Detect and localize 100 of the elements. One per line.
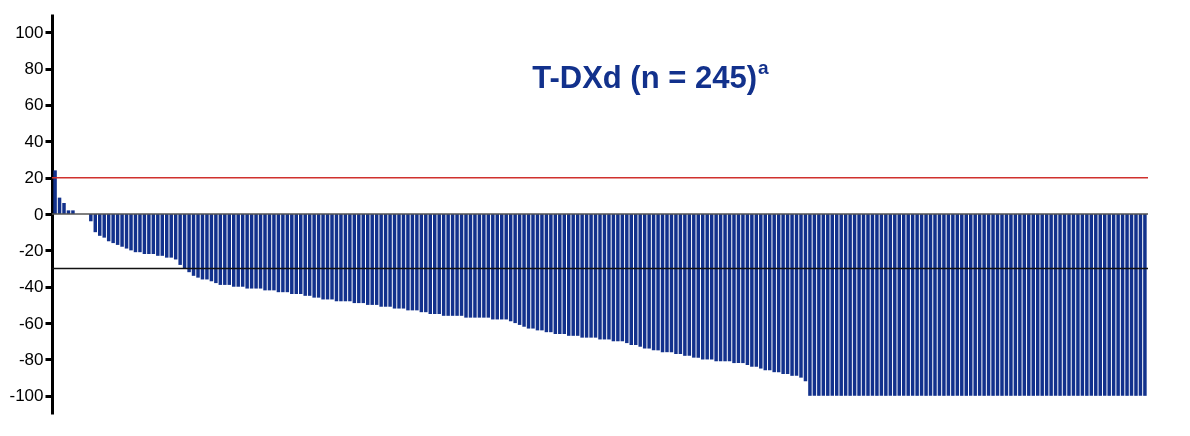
bar bbox=[571, 214, 575, 336]
y-tick-label: 100 bbox=[15, 22, 44, 42]
bar bbox=[1058, 214, 1062, 396]
bar bbox=[589, 214, 593, 338]
bar bbox=[817, 214, 821, 396]
bar bbox=[906, 214, 910, 396]
bar bbox=[397, 214, 401, 309]
y-tick-label: 80 bbox=[24, 59, 44, 79]
bar bbox=[1067, 214, 1071, 396]
bar bbox=[236, 214, 240, 287]
bar bbox=[558, 214, 562, 334]
bar bbox=[290, 214, 294, 294]
bar bbox=[616, 214, 620, 342]
bar bbox=[455, 214, 459, 316]
bar bbox=[647, 214, 651, 349]
bar bbox=[1134, 214, 1138, 396]
bar bbox=[388, 214, 392, 307]
bar bbox=[321, 214, 325, 300]
y-tick-label: 20 bbox=[24, 168, 44, 188]
bar bbox=[312, 214, 316, 298]
bar bbox=[53, 170, 57, 214]
y-tick-label: -60 bbox=[18, 313, 44, 333]
bar bbox=[714, 214, 718, 362]
y-tick-label: 60 bbox=[24, 95, 44, 115]
y-tick-label: -80 bbox=[18, 349, 44, 369]
bar bbox=[178, 214, 182, 265]
bar bbox=[781, 214, 785, 374]
bar bbox=[598, 214, 602, 340]
bar bbox=[120, 214, 124, 247]
bar bbox=[884, 214, 888, 396]
bar bbox=[245, 214, 249, 289]
y-tick-label: -100 bbox=[9, 386, 44, 406]
bar bbox=[1040, 214, 1044, 396]
bar bbox=[638, 214, 642, 347]
y-tick-label: -20 bbox=[18, 240, 44, 260]
bar bbox=[973, 214, 977, 396]
bar bbox=[991, 214, 995, 396]
bar bbox=[875, 214, 879, 396]
bar bbox=[205, 214, 209, 280]
bar bbox=[790, 214, 794, 376]
bar bbox=[406, 214, 410, 311]
bar bbox=[281, 214, 285, 293]
bar bbox=[866, 214, 870, 396]
bar bbox=[214, 214, 218, 284]
bar bbox=[674, 214, 678, 354]
bar bbox=[857, 214, 861, 396]
bar bbox=[357, 214, 361, 304]
y-tick-label: 40 bbox=[24, 131, 44, 151]
bar bbox=[223, 214, 227, 285]
bar bbox=[156, 214, 160, 256]
bar bbox=[1000, 214, 1004, 396]
y-tick-label: 0 bbox=[34, 204, 44, 224]
bar bbox=[379, 214, 383, 307]
bar bbox=[370, 214, 374, 305]
bar bbox=[799, 214, 803, 378]
bar bbox=[464, 214, 468, 318]
bar bbox=[1107, 214, 1111, 396]
bar bbox=[415, 214, 419, 311]
bar bbox=[1094, 214, 1098, 396]
bar bbox=[330, 214, 334, 300]
bar bbox=[656, 214, 660, 351]
bar bbox=[1009, 214, 1013, 396]
bar bbox=[692, 214, 696, 358]
bar bbox=[138, 214, 142, 253]
bar bbox=[339, 214, 343, 302]
bar bbox=[848, 214, 852, 396]
bar bbox=[826, 214, 830, 396]
bar bbox=[272, 214, 276, 291]
bar bbox=[491, 214, 495, 320]
bar bbox=[522, 214, 526, 327]
bar bbox=[540, 214, 544, 331]
bar bbox=[473, 214, 477, 318]
bar bbox=[839, 214, 843, 396]
bar bbox=[982, 214, 986, 396]
bar bbox=[772, 214, 776, 373]
bar bbox=[665, 214, 669, 353]
bar bbox=[808, 214, 812, 396]
bar bbox=[424, 214, 428, 313]
bar bbox=[549, 214, 553, 333]
bar bbox=[933, 214, 937, 396]
bar bbox=[303, 214, 307, 296]
bar bbox=[504, 214, 508, 320]
bar bbox=[263, 214, 267, 291]
bar bbox=[915, 214, 919, 396]
bar bbox=[437, 214, 441, 314]
bar bbox=[187, 214, 191, 273]
bar bbox=[1049, 214, 1053, 396]
bar bbox=[1076, 214, 1080, 396]
bar bbox=[169, 214, 173, 258]
bar bbox=[741, 214, 745, 364]
bar bbox=[580, 214, 584, 338]
bar bbox=[723, 214, 727, 362]
bar bbox=[196, 214, 200, 278]
bar bbox=[348, 214, 352, 302]
bar bbox=[1116, 214, 1120, 396]
bar bbox=[960, 214, 964, 396]
bar bbox=[759, 214, 763, 369]
bar bbox=[951, 214, 955, 396]
bar bbox=[607, 214, 611, 340]
bar bbox=[147, 214, 151, 254]
